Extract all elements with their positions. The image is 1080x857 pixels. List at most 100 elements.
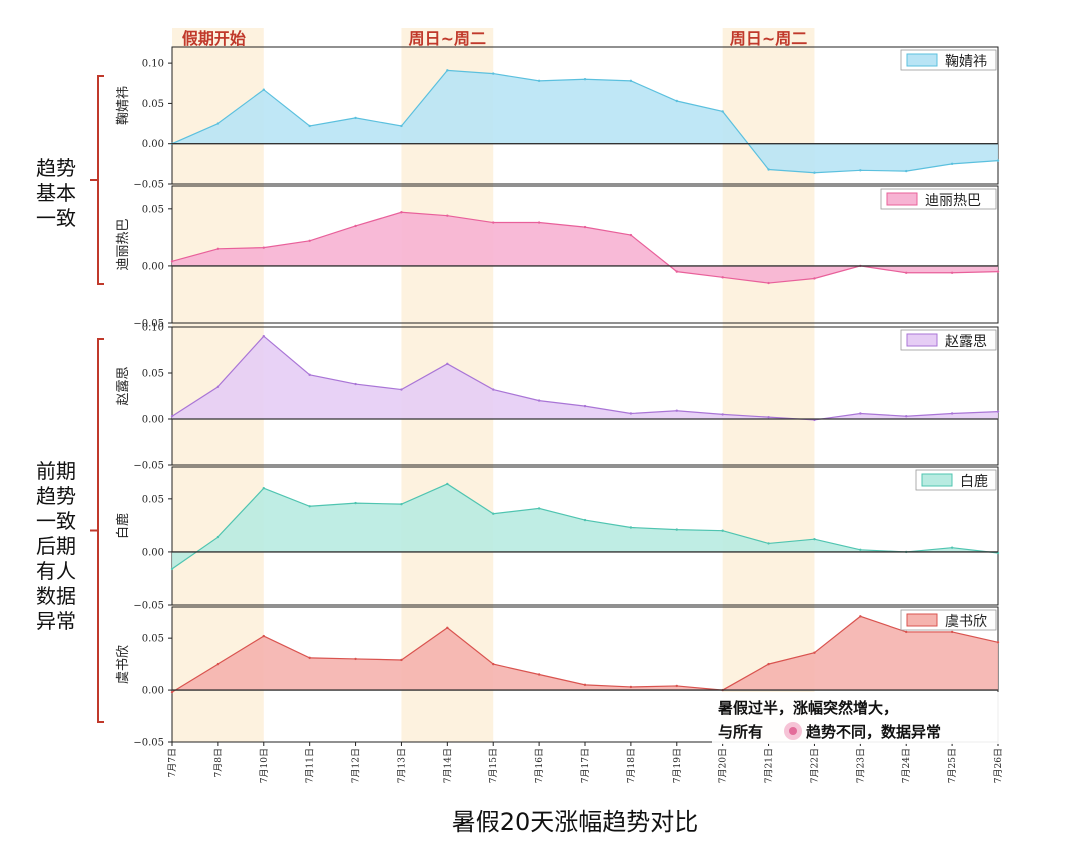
legend-swatch xyxy=(906,333,938,347)
x-tick-label: 7月21日 xyxy=(764,748,775,783)
data-point xyxy=(537,507,541,510)
y-tick-label: 0.05 xyxy=(142,99,164,110)
data-point xyxy=(492,512,495,515)
group-note-line: 趋势 xyxy=(36,156,76,180)
data-point xyxy=(354,224,357,228)
data-point xyxy=(216,535,220,539)
legend-swatch xyxy=(906,53,938,67)
y-tick-label: 0.10 xyxy=(142,323,164,334)
chart-title: 暑假20天涨幅趋势对比 xyxy=(452,808,699,836)
series-area xyxy=(172,483,998,569)
y-tick-label: −0.05 xyxy=(133,319,164,330)
y-tick-label: 0.05 xyxy=(142,634,164,645)
x-tick-label: 7月19日 xyxy=(672,748,683,783)
data-point xyxy=(767,542,770,545)
group-note-line: 异常 xyxy=(36,609,76,633)
x-tick-label: 7月14日 xyxy=(442,748,453,783)
group-note-line: 一致 xyxy=(36,509,76,533)
data-point xyxy=(675,99,678,103)
data-point xyxy=(950,162,954,166)
panel-frame xyxy=(171,326,999,466)
x-tick-label: 7月11日 xyxy=(305,748,316,783)
data-point xyxy=(813,277,816,280)
data-point xyxy=(675,528,678,531)
data-point xyxy=(721,276,724,279)
data-point xyxy=(492,221,495,224)
legend-swatch xyxy=(921,473,953,487)
legend-label: 虞书欣 xyxy=(945,614,987,630)
y-tick-label: 0.05 xyxy=(142,494,164,505)
data-point xyxy=(905,169,908,173)
data-point xyxy=(308,505,311,508)
y-tick-label: −0.05 xyxy=(133,180,164,191)
x-tick-label: 7月15日 xyxy=(488,748,499,783)
y-axis-label: 白鹿 xyxy=(115,513,131,539)
panel-frame xyxy=(171,46,999,185)
x-tick-label: 7月22日 xyxy=(809,748,820,783)
annotation-line-1: 暑假过半，涨幅突然增大， xyxy=(718,699,898,717)
x-tick-label: 7月17日 xyxy=(580,748,591,783)
group-note-line: 后期 xyxy=(36,534,76,558)
y-tick-label: 0.00 xyxy=(142,261,164,272)
data-point xyxy=(446,214,449,217)
data-point xyxy=(996,641,1000,644)
data-point xyxy=(492,72,495,75)
data-point xyxy=(308,373,311,377)
legend-entry: 虞书欣 xyxy=(900,609,997,631)
data-point xyxy=(859,548,862,551)
legend-swatch xyxy=(906,613,938,627)
data-point xyxy=(170,567,174,571)
data-point xyxy=(216,247,220,250)
data-point xyxy=(537,221,541,224)
data-point xyxy=(859,615,862,618)
series-area xyxy=(172,616,998,693)
data-point xyxy=(537,79,541,83)
data-point xyxy=(262,335,265,338)
period-label-0: 假期开始 xyxy=(182,29,246,48)
data-point xyxy=(721,529,724,532)
group-note-line: 数据 xyxy=(36,584,76,608)
data-point xyxy=(170,690,174,694)
y-axis-label: 虞书欣 xyxy=(116,645,131,684)
data-point xyxy=(813,651,816,654)
data-point xyxy=(583,78,587,81)
data-point xyxy=(905,415,908,418)
data-point xyxy=(400,124,403,128)
period-labels: 假期开始 周日~周二 周日~周二 xyxy=(182,29,807,48)
panel-frame xyxy=(171,466,999,606)
data-point xyxy=(308,239,311,242)
x-tick-label: 7月20日 xyxy=(718,748,729,783)
data-point xyxy=(400,502,403,506)
x-tick-label: 7月18日 xyxy=(626,748,637,783)
data-point xyxy=(905,630,908,634)
data-point xyxy=(446,626,449,629)
data-point xyxy=(767,662,770,666)
legend-label: 赵露思 xyxy=(945,334,987,350)
group-bracket-0 xyxy=(90,75,104,285)
data-point xyxy=(629,526,633,529)
series-area xyxy=(172,70,998,173)
y-tick-label: 0.00 xyxy=(142,139,164,150)
data-point xyxy=(308,124,311,128)
data-point xyxy=(950,546,954,549)
group-note-line: 前期 xyxy=(36,459,76,483)
data-point xyxy=(400,388,403,391)
y-tick-label: −0.05 xyxy=(133,601,164,612)
data-point xyxy=(721,110,724,113)
data-point xyxy=(537,399,541,402)
y-tick-label: −0.05 xyxy=(133,738,164,749)
data-point xyxy=(859,412,862,415)
group-bracket-1 xyxy=(90,338,104,723)
x-tick-label: 7月8日 xyxy=(213,748,224,777)
group-note-line: 趋势 xyxy=(36,484,76,508)
data-point xyxy=(813,537,816,541)
y-tick-label: 0.00 xyxy=(142,415,164,426)
data-point xyxy=(354,657,357,661)
x-tick-label: 7月25日 xyxy=(947,748,958,783)
data-point xyxy=(170,415,174,418)
